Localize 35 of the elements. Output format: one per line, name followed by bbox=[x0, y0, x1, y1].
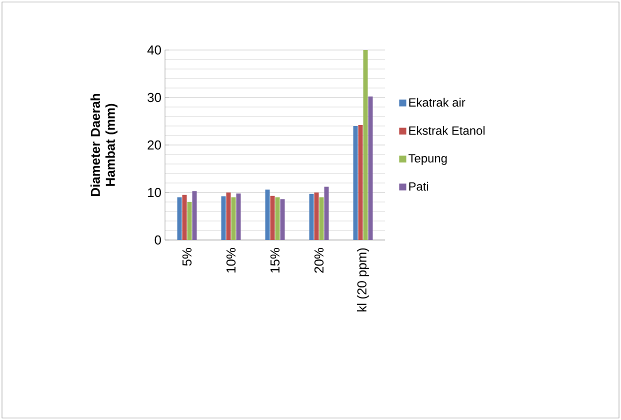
y-axis-title: Diameter Daerah Hambat (mm) bbox=[90, 94, 118, 196]
legend-label: Ekstrak Etanol bbox=[409, 126, 485, 135]
y-tick-label: 40 bbox=[147, 45, 161, 55]
x-tick-label: 20% bbox=[314, 248, 324, 273]
bar bbox=[319, 197, 324, 240]
bar bbox=[182, 194, 187, 240]
x-tick-label: kl (20 ppm) bbox=[356, 248, 370, 312]
y-tick-label: 20 bbox=[148, 140, 161, 150]
bar bbox=[368, 96, 373, 240]
legend-label: Pati bbox=[409, 182, 428, 191]
x-tick-label: 10% bbox=[226, 248, 236, 272]
bar bbox=[275, 197, 280, 240]
bar bbox=[309, 194, 314, 240]
bar bbox=[221, 196, 226, 240]
bar bbox=[226, 192, 231, 240]
bar bbox=[314, 192, 319, 240]
bar bbox=[270, 196, 275, 240]
y-tick-label: 10 bbox=[148, 188, 161, 198]
bar bbox=[358, 125, 363, 240]
bar bbox=[363, 50, 368, 240]
y-tick-label: 30 bbox=[148, 92, 161, 102]
bar bbox=[324, 186, 329, 240]
bar bbox=[236, 193, 241, 240]
bar bbox=[177, 197, 182, 240]
bar bbox=[353, 126, 358, 240]
bar bbox=[192, 191, 197, 240]
bar bbox=[280, 199, 285, 240]
y-tick-label: 0 bbox=[154, 235, 161, 245]
x-tick-label: 5% bbox=[182, 248, 192, 266]
bar bbox=[187, 202, 192, 240]
legend-label: Tepung bbox=[408, 154, 447, 165]
x-tick-label: 15% bbox=[270, 248, 280, 272]
bar bbox=[265, 190, 270, 240]
legend-label: Ekatrak air bbox=[409, 98, 466, 107]
bar bbox=[231, 197, 236, 240]
